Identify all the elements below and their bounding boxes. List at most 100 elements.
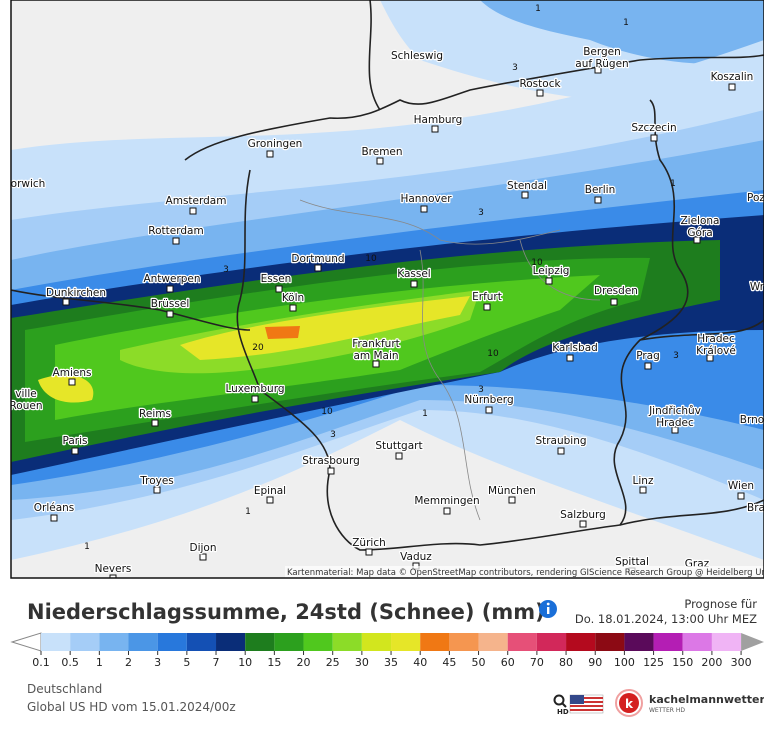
contour-label: 20 [252,343,264,353]
city-label: Schleswig [391,50,443,62]
city-marker [639,486,647,494]
legend-label: 10 [238,656,252,669]
city-label: Memmingen [414,495,479,507]
city-label: Nevers [95,563,132,575]
contour-label: 3 [223,265,229,275]
city-marker [410,280,418,288]
city-marker [610,298,618,306]
brand: kachelmannwetter.com [649,693,764,706]
city-label: Frankfurt [352,338,400,350]
legend-label: 0.5 [61,656,79,669]
legend-label: 1 [96,656,103,669]
city-label: Szczecin [631,122,676,134]
city-label: Orléans [34,502,75,514]
city-label: Bremen [361,146,402,158]
city-marker [483,303,491,311]
legend-label: 2 [125,656,132,669]
contour-label: 3 [673,351,679,361]
legend-swatch [566,633,596,651]
city-label: Köln [282,292,304,304]
city-label: Dijon [190,542,217,554]
city-marker [189,207,197,215]
city-label: Bergen [583,46,621,58]
city-label: am Main [353,350,398,362]
contour-label: 3 [478,385,484,395]
city-label: Wien [728,480,754,492]
city-label: Stendal [507,180,547,192]
legend-label: 200 [701,656,722,669]
legend-swatch [536,633,567,651]
legend-label: 90 [588,656,602,669]
legend-label: 25 [326,656,340,669]
contour-label: 1 [84,542,90,552]
contour-label: 1 [422,409,428,419]
city-marker [376,157,384,165]
city-label: Vaduz [400,551,432,563]
city-marker [199,553,207,561]
forecast-label: Prognose für [684,597,757,611]
legend-label: 125 [643,656,664,669]
city-label: Antwerpen [143,273,200,285]
city-marker [172,237,180,245]
contour-label: 10 [321,407,333,417]
contour-label: 1 [535,4,541,14]
city-marker [594,196,602,204]
contour-label: 3 [330,430,336,440]
city-marker [508,496,516,504]
city-marker [557,447,565,455]
legend-label: 3 [154,656,161,669]
search-icon[interactable] [553,694,567,708]
region: Deutschland [27,682,102,696]
city-label: Reims [139,408,171,420]
contour-label: 1 [245,507,251,517]
legend-swatch [420,633,450,651]
legend-swatch [478,633,508,651]
city-marker [266,496,274,504]
city-label: Spittal [615,556,649,568]
city-label: Essen [261,273,292,285]
city-label: Troyes [139,475,174,487]
city-marker [650,134,658,142]
city-marker [545,277,553,285]
city-marker [728,83,736,91]
info-icon[interactable] [539,600,557,618]
city-label: Stuttgart [375,440,422,452]
contour-label: 1 [670,179,676,189]
city-marker [151,419,159,427]
legend-label: 0.1 [32,656,50,669]
legend-label: 70 [530,656,544,669]
flag[interactable] [569,694,604,714]
city-marker [109,574,117,578]
contour-label: 1 [623,18,629,28]
legend-swatch [711,633,742,651]
city-marker [372,360,380,368]
city-marker [485,406,493,414]
city-label: Karlsbad [552,342,598,354]
model: Global US HD vom 15.01.2024/00z [27,700,236,714]
city-label: Salzburg [560,509,606,521]
legend-swatch [449,633,479,651]
city-label: Dunkirchen [46,287,106,299]
hd-label: HD [557,708,569,716]
city-marker [50,514,58,522]
city-marker [706,354,714,362]
forecast-time: Do. 18.01.2024, 13:00 Uhr MEZ [575,612,757,626]
legend-swatch [682,633,712,651]
legend-swatch [361,633,392,651]
city-marker [166,310,174,318]
contour-label: 3 [478,208,484,218]
city-label: Amsterdam [166,195,227,207]
city-label: Hamburg [414,114,463,126]
city-marker [594,66,602,74]
city-label: Rotterdam [148,225,203,237]
legend-swatch [332,633,362,651]
brand-sub: WETTER HD [649,707,685,714]
city-marker [153,486,161,494]
city-marker [566,354,574,362]
city-marker [266,150,274,158]
legend-label: 15 [267,656,281,669]
svg-text:k: k [625,697,634,711]
city-marker [443,507,451,515]
city-label: Koszalin [711,71,754,83]
brand-logo: k [615,689,643,717]
